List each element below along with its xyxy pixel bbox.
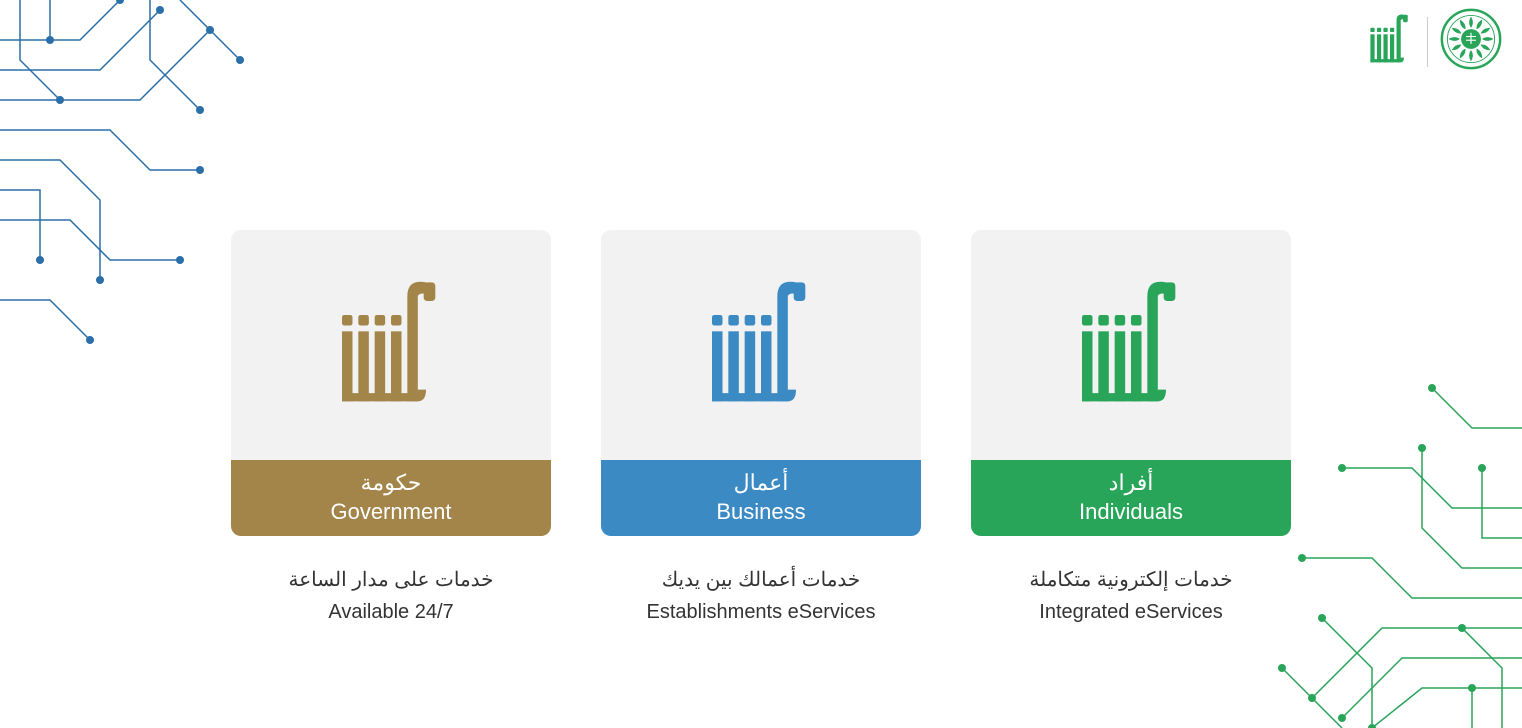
absher-business-icon: [701, 273, 821, 418]
absher-government-icon: [331, 273, 451, 418]
header: [1365, 8, 1502, 75]
government-title-ar: حكومة: [361, 469, 422, 498]
business-title-en: Business: [716, 498, 805, 527]
absher-logo-icon: [1365, 11, 1415, 72]
business-card-label: أعمال Business: [601, 460, 921, 536]
header-divider: [1427, 17, 1428, 67]
individuals-title-ar: أفراد: [1109, 469, 1154, 498]
individuals-caption-en: Integrated eServices: [1029, 596, 1232, 628]
business-caption-en: Establishments eServices: [647, 596, 876, 628]
individuals-card-top: [971, 230, 1291, 460]
business-caption-ar: خدمات أعمالك بين يديك: [647, 564, 876, 596]
business-card-top: [601, 230, 921, 460]
business-caption: خدمات أعمالك بين يديك Establishments eSe…: [647, 564, 876, 628]
service-cards-container: حكومة Government خدمات على مدار الساعة A…: [231, 230, 1291, 628]
individuals-caption-ar: خدمات إلكترونية متكاملة: [1029, 564, 1232, 596]
individuals-title-en: Individuals: [1079, 498, 1183, 527]
government-caption-ar: خدمات على مدار الساعة: [288, 564, 493, 596]
government-card-label: حكومة Government: [231, 460, 551, 536]
government-caption-en: Available 24/7: [288, 596, 493, 628]
government-caption: خدمات على مدار الساعة Available 24/7: [288, 564, 493, 628]
business-card[interactable]: أعمال Business خدمات أعمالك بين يديك Est…: [601, 230, 921, 628]
government-card[interactable]: حكومة Government خدمات على مدار الساعة A…: [231, 230, 551, 628]
moi-emblem-icon: [1440, 8, 1502, 75]
business-title-ar: أعمال: [734, 469, 789, 498]
individuals-caption: خدمات إلكترونية متكاملة Integrated eServ…: [1029, 564, 1232, 628]
individuals-card-label: أفراد Individuals: [971, 460, 1291, 536]
government-title-en: Government: [330, 498, 451, 527]
absher-individuals-icon: [1071, 273, 1191, 418]
government-card-top: [231, 230, 551, 460]
individuals-card[interactable]: أفراد Individuals خدمات إلكترونية متكامل…: [971, 230, 1291, 628]
